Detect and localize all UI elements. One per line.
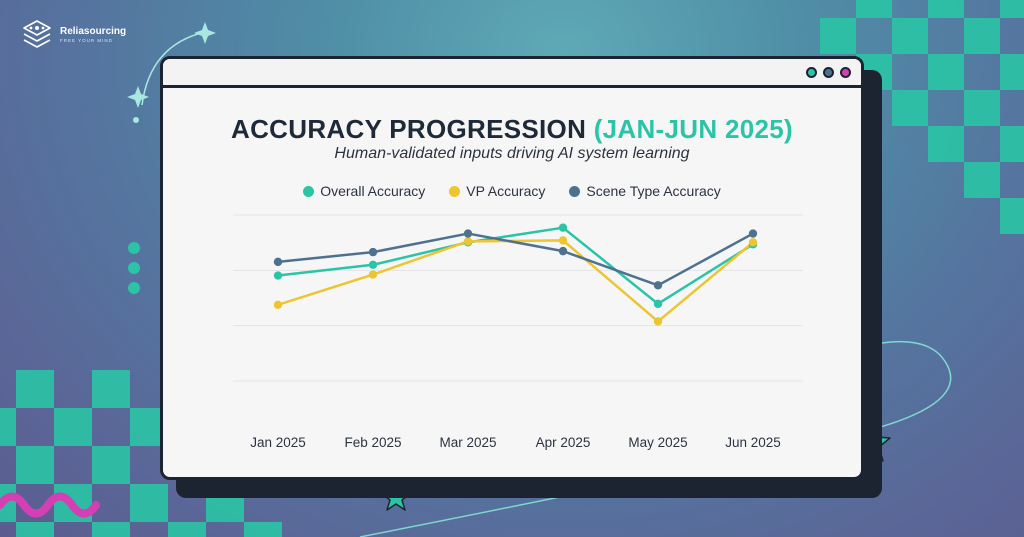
chart-legend: Overall Accuracy VP Accuracy Scene Type … bbox=[163, 183, 861, 199]
series-line-0 bbox=[277, 226, 754, 306]
legend-item-overall: Overall Accuracy bbox=[303, 183, 425, 199]
data-point[interactable] bbox=[463, 229, 473, 238]
data-point[interactable] bbox=[368, 260, 378, 269]
chart-window: ACCURACY PROGRESSION (JAN-JUN 2025) Huma… bbox=[160, 56, 864, 480]
legend-swatch-scene bbox=[569, 185, 581, 197]
reliasourcing-logo-icon bbox=[23, 20, 51, 48]
x-tick-label: May 2025 bbox=[628, 435, 687, 450]
data-point[interactable] bbox=[653, 317, 663, 326]
x-tick-label: Feb 2025 bbox=[344, 435, 401, 450]
data-point[interactable] bbox=[273, 300, 283, 310]
legend-item-vp: VP Accuracy bbox=[449, 183, 545, 199]
checker-pattern-top-right bbox=[820, 0, 1024, 234]
legend-label-overall: Overall Accuracy bbox=[320, 183, 426, 199]
window-button-magenta[interactable] bbox=[840, 66, 851, 78]
checker-pattern-bottom-left bbox=[0, 370, 282, 537]
brand-logo: Reliasourcing FREE YOUR MIND bbox=[20, 18, 126, 52]
x-tick-label: Jun 2025 bbox=[725, 435, 781, 450]
orbit-line-top bbox=[141, 31, 206, 106]
line-chart-plot: Jan 2025 Feb 2025 Mar 2025 Apr 2025 May 2025… bbox=[233, 214, 803, 450]
data-point[interactable] bbox=[558, 246, 568, 256]
data-point[interactable] bbox=[653, 281, 663, 290]
window-titlebar bbox=[163, 59, 861, 88]
chart-title-accent: (JAN-JUN 2025) bbox=[593, 114, 793, 144]
series-line-2 bbox=[277, 232, 754, 287]
x-tick-label: Mar 2025 bbox=[439, 435, 496, 450]
data-point[interactable] bbox=[463, 237, 473, 246]
data-point[interactable] bbox=[748, 229, 758, 238]
chart-subtitle: Human-validated inputs driving AI system… bbox=[334, 145, 690, 162]
x-tick-label: Apr 2025 bbox=[536, 435, 591, 450]
brand-tagline: FREE YOUR MIND bbox=[60, 37, 113, 43]
x-tick-label: Jan 2025 bbox=[250, 435, 306, 450]
dot-column-icon bbox=[128, 242, 140, 294]
data-point[interactable] bbox=[558, 223, 568, 232]
sparkle-icon bbox=[127, 22, 216, 123]
squiggle-icon bbox=[0, 492, 100, 518]
legend-label-scene: Scene Type Accuracy bbox=[586, 183, 721, 199]
chart-title-main: ACCURACY PROGRESSION bbox=[231, 114, 587, 144]
legend-swatch-vp bbox=[449, 185, 461, 197]
data-point[interactable] bbox=[368, 270, 378, 279]
legend-item-scene: Scene Type Accuracy bbox=[569, 183, 721, 199]
data-point[interactable] bbox=[368, 247, 378, 257]
data-point[interactable] bbox=[653, 299, 663, 309]
legend-swatch-overall bbox=[303, 185, 315, 197]
window-button-slate[interactable] bbox=[823, 66, 834, 78]
data-point[interactable] bbox=[273, 257, 283, 267]
window-button-teal[interactable] bbox=[806, 66, 817, 78]
data-point[interactable] bbox=[748, 238, 758, 247]
brand-name: Reliasourcing bbox=[60, 25, 127, 37]
chart-title: ACCURACY PROGRESSION (JAN-JUN 2025) bbox=[163, 114, 861, 145]
data-point[interactable] bbox=[273, 271, 283, 280]
legend-label-vp: VP Accuracy bbox=[466, 183, 546, 199]
data-point[interactable] bbox=[558, 236, 568, 245]
series-line-1 bbox=[277, 239, 754, 323]
